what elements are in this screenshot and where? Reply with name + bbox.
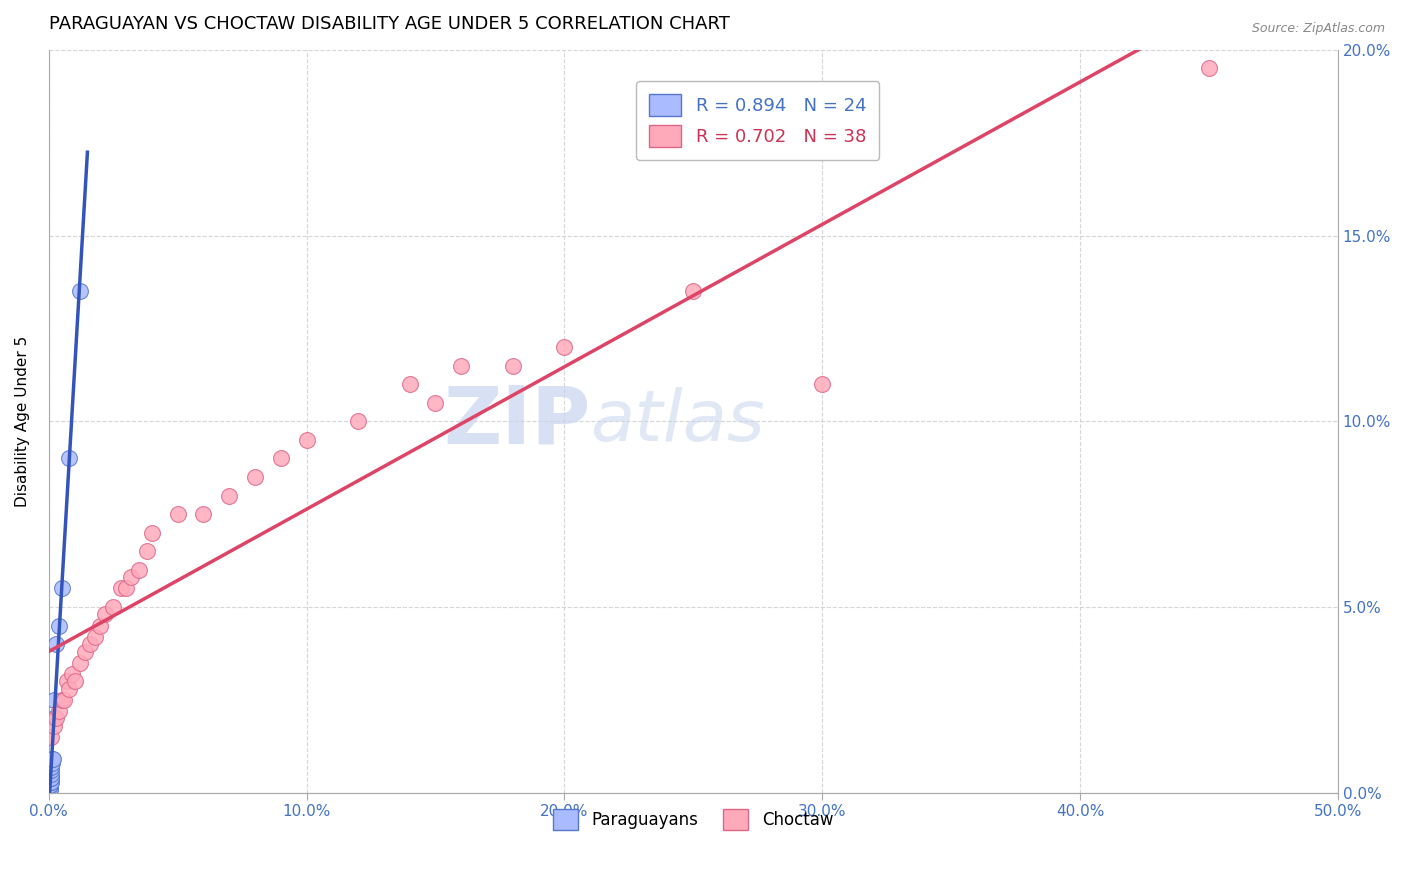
Point xyxy=(42,711,65,725)
Text: ZIP: ZIP xyxy=(443,383,591,460)
Point xyxy=(141,525,163,540)
Point xyxy=(51,582,73,596)
Point xyxy=(45,637,67,651)
Point xyxy=(73,644,96,658)
Point xyxy=(69,285,91,299)
Point xyxy=(84,630,107,644)
Point xyxy=(135,544,157,558)
Point xyxy=(89,618,111,632)
Point xyxy=(58,451,80,466)
Point xyxy=(41,767,63,781)
Point xyxy=(193,507,215,521)
Point xyxy=(51,693,73,707)
Point xyxy=(295,433,318,447)
Point xyxy=(39,774,62,789)
Point xyxy=(48,704,70,718)
Point xyxy=(39,778,62,792)
Point xyxy=(63,674,86,689)
Point xyxy=(42,693,65,707)
Point xyxy=(553,340,575,354)
Point xyxy=(53,693,76,707)
Point xyxy=(39,774,62,789)
Point xyxy=(39,771,62,785)
Point xyxy=(270,451,292,466)
Point xyxy=(398,377,420,392)
Point xyxy=(41,771,63,785)
Point xyxy=(60,666,83,681)
Point xyxy=(38,784,60,798)
Legend: Paraguayans, Choctaw: Paraguayans, Choctaw xyxy=(547,803,839,837)
Point xyxy=(347,414,370,428)
Point xyxy=(56,674,79,689)
Point xyxy=(41,730,63,744)
Point xyxy=(110,582,132,596)
Point xyxy=(41,764,63,778)
Point xyxy=(41,752,63,766)
Point xyxy=(38,781,60,796)
Point xyxy=(502,359,524,373)
Point xyxy=(128,563,150,577)
Point xyxy=(38,780,60,794)
Point xyxy=(1198,62,1220,76)
Point xyxy=(79,637,101,651)
Point xyxy=(41,756,63,770)
Point xyxy=(48,618,70,632)
Point xyxy=(42,719,65,733)
Text: Source: ZipAtlas.com: Source: ZipAtlas.com xyxy=(1251,22,1385,36)
Point xyxy=(69,656,91,670)
Point xyxy=(425,395,447,409)
Point xyxy=(58,681,80,696)
Point xyxy=(41,759,63,773)
Point xyxy=(218,489,240,503)
Point xyxy=(39,774,62,789)
Text: PARAGUAYAN VS CHOCTAW DISABILITY AGE UNDER 5 CORRELATION CHART: PARAGUAYAN VS CHOCTAW DISABILITY AGE UND… xyxy=(49,15,730,33)
Point xyxy=(166,507,188,521)
Point xyxy=(41,752,63,766)
Point xyxy=(115,582,138,596)
Point xyxy=(94,607,117,622)
Point xyxy=(38,781,60,796)
Point xyxy=(450,359,472,373)
Point xyxy=(103,599,125,614)
Text: atlas: atlas xyxy=(591,387,765,456)
Point xyxy=(120,570,142,584)
Point xyxy=(243,470,266,484)
Y-axis label: Disability Age Under 5: Disability Age Under 5 xyxy=(15,335,30,507)
Point xyxy=(682,285,704,299)
Point xyxy=(45,711,67,725)
Point xyxy=(811,377,834,392)
Point xyxy=(39,778,62,792)
